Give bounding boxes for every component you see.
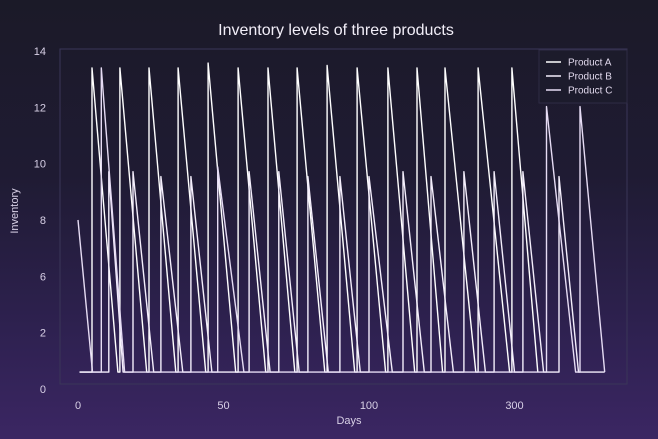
legend-label: Product B [568, 72, 612, 83]
series-lines [77, 62, 606, 373]
series-line-product-a [79, 62, 539, 373]
legend: Product A Product B Product C [538, 49, 628, 104]
y-tick-label: 0 [40, 384, 46, 396]
plot-frame [59, 48, 628, 385]
y-tick-label: 14 [34, 46, 46, 58]
x-tick-label: 0 [75, 400, 81, 412]
legend-label: Product A [568, 58, 612, 69]
x-tick-label: 300 [505, 400, 523, 412]
y-tick-label: 10 [34, 159, 46, 171]
y-tick-label: 12 [34, 102, 46, 114]
y-tick-label: 8 [40, 215, 46, 227]
y-axis-label: Inventory [9, 188, 21, 234]
y-tick-label: 6 [40, 271, 46, 283]
y-axis: 0 2 6 8 10 12 14 [34, 46, 46, 396]
y-tick-label: 2 [40, 328, 46, 340]
x-tick-label: 100 [360, 400, 378, 412]
chart-title: Inventory levels of three products [218, 22, 454, 39]
legend-label: Product C [568, 86, 612, 97]
x-axis-label: Days [336, 415, 362, 427]
x-axis: 0 50 100 300 [75, 400, 524, 412]
series-line-product-c [77, 67, 606, 373]
x-tick-label: 50 [217, 400, 229, 412]
series-line-product-b [79, 170, 605, 373]
